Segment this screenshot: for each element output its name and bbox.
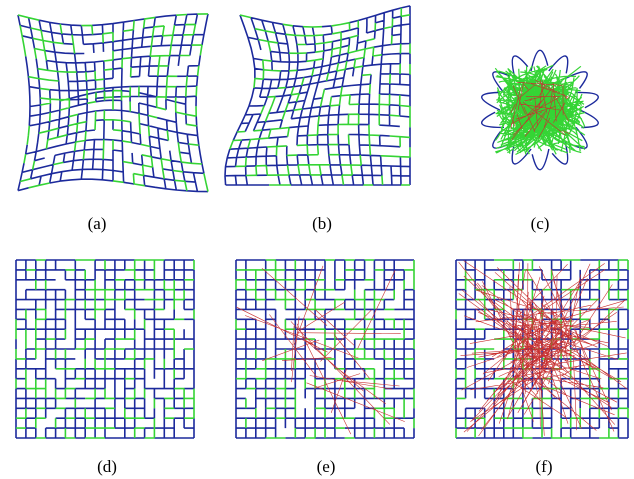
loops bbox=[481, 49, 599, 171]
grid-edges bbox=[17, 13, 209, 192]
caption: (a) bbox=[88, 214, 107, 233]
long-edges bbox=[510, 79, 571, 141]
caption: (c) bbox=[531, 214, 550, 233]
grid-edges bbox=[455, 259, 629, 439]
drawings bbox=[15, 5, 629, 439]
caption: (e) bbox=[317, 457, 336, 476]
long-edges bbox=[236, 265, 405, 435]
grid-edges bbox=[235, 259, 415, 439]
caption: (f) bbox=[536, 457, 553, 476]
grid-edges bbox=[15, 259, 195, 439]
tangle bbox=[494, 64, 586, 156]
grid-edges bbox=[15, 259, 195, 439]
caption: (d) bbox=[97, 457, 117, 476]
grid-edges bbox=[17, 13, 209, 193]
grid-edges bbox=[229, 7, 411, 186]
grid-edges bbox=[224, 5, 411, 186]
caption: (b) bbox=[312, 214, 332, 233]
long-edges bbox=[458, 260, 628, 437]
